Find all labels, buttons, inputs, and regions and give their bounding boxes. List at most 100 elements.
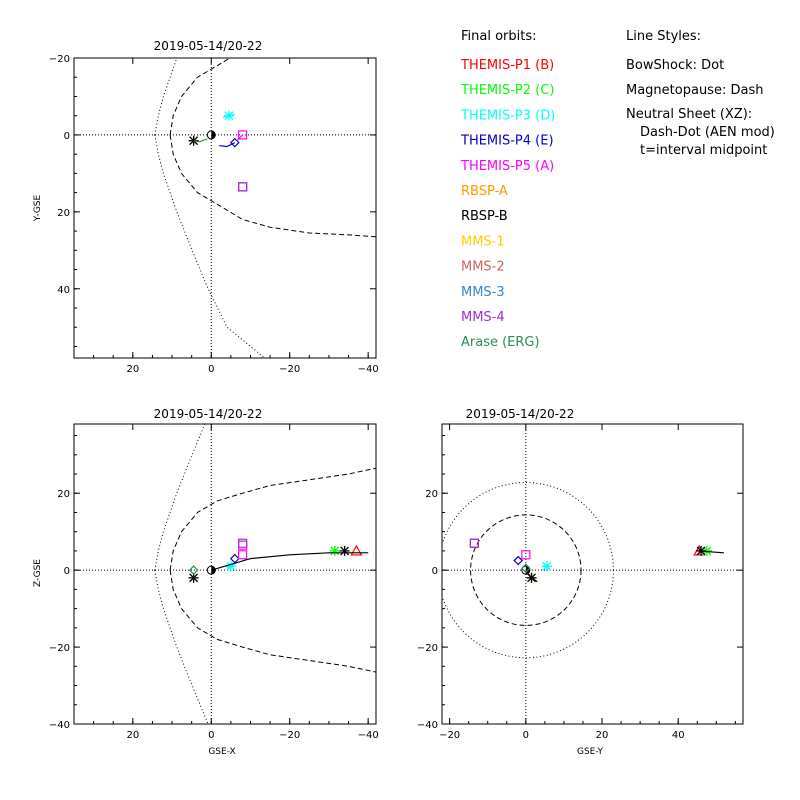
x-tick-label: −20	[439, 730, 460, 741]
y-tick-label: −20	[49, 643, 70, 654]
y-tick-label: 0	[64, 566, 70, 577]
x-tick-label: 20	[126, 364, 139, 375]
marker-mms-4	[238, 182, 248, 192]
line-style-item: BowShock: Dot	[626, 58, 724, 73]
y-tick-label: 40	[57, 285, 70, 296]
y-tick-label: −40	[49, 720, 70, 731]
y-tick-label: 0	[432, 566, 438, 577]
bowshock-curve	[154, 134, 266, 358]
marker-themis-p1-b	[350, 544, 363, 556]
track-extra	[697, 550, 724, 554]
x-tick-label: −40	[358, 364, 379, 375]
marker-arase-erg	[520, 563, 531, 574]
marker-themis-p4-e	[229, 553, 240, 564]
y-tick-label: 20	[57, 208, 70, 219]
plot-area	[74, 424, 376, 724]
marker-mms-4	[469, 538, 479, 548]
marker-themis-p3-d-stroke	[224, 111, 234, 121]
panel-xz-ylabel: Z-GSE	[33, 559, 43, 587]
plot-frame	[441, 423, 744, 725]
marker-themis-p5-a	[238, 550, 248, 560]
y-tick-label: −20	[49, 54, 70, 65]
marker-rbsp-b	[339, 545, 350, 556]
plot-frame	[73, 57, 377, 359]
panel-xz-xlabel: GSE-X	[208, 747, 235, 757]
marker-themis-p5-a	[521, 550, 531, 560]
legend-item: THEMIS-P3 (D)	[460, 108, 555, 123]
marker-themis-p5-a	[238, 540, 248, 550]
panel-xy-ylabel: Y-GSE	[33, 195, 43, 223]
panel-yz-xlabel: GSE-Y	[577, 747, 604, 757]
legend-item: THEMIS-P4 (E)	[460, 134, 554, 149]
legend-item: RBSP-A	[461, 184, 508, 199]
marker-themis-p3-d-stroke	[542, 561, 552, 571]
marker-themis-p4-e	[229, 137, 240, 148]
line-style-item: Dash-Dot (AEN mod)	[640, 125, 775, 140]
marker-themis-p2-c	[329, 545, 340, 556]
legend-item: Arase (ERG)	[461, 335, 540, 350]
marker-themis-p3-d	[541, 561, 552, 572]
x-tick-label: 0	[208, 730, 214, 741]
line-style-item: t=interval midpoint	[640, 143, 767, 158]
y-tick-label: −40	[417, 720, 438, 731]
marker-rbsp-b	[526, 572, 537, 583]
legend: Final orbits: THEMIS-P1 (B) THEMIS-P2 (C)…	[460, 29, 555, 350]
x-tick-label: −20	[279, 730, 300, 741]
marker-themis-p5-a	[238, 182, 248, 192]
panel-xz: 2019-05-14/20-22 Z-GSE GSE-X 20 0 −20 −40 −4…	[33, 407, 379, 757]
magnetopause-circle	[470, 514, 582, 626]
marker-arase-erg	[188, 565, 199, 576]
plot-area	[74, 58, 376, 358]
legend-item: RBSP-B	[461, 209, 508, 224]
plot-frame	[73, 423, 377, 725]
line-styles-legend: Line Styles: BowShock: Dot Magnetopause: …	[626, 29, 775, 158]
legend-item: MMS-3	[461, 285, 505, 300]
y-tick-label: 20	[57, 489, 70, 500]
legend-item: THEMIS-P2 (C)	[460, 83, 554, 98]
legend-item: THEMIS-P5 (A)	[460, 159, 554, 174]
track-themis-p5-a	[236, 134, 244, 142]
magnetopause-curve	[169, 570, 376, 673]
x-tick-label: 0	[523, 730, 529, 741]
marker-themis-p2-c-stroke	[330, 546, 340, 556]
marker-rbsp-b-stroke	[527, 573, 536, 583]
bowshock-circle	[442, 482, 614, 659]
legend-title: Final orbits:	[461, 29, 537, 44]
panel-yz-title: 2019-05-14/20-22	[466, 407, 575, 421]
plot-area	[442, 424, 743, 724]
bowshock-curve	[154, 424, 206, 571]
line-style-item: Neutral Sheet (XZ):	[626, 107, 752, 122]
marker-rbsp-b-stroke	[189, 573, 199, 583]
y-tick-label: −20	[417, 643, 438, 654]
magnetopause-curve	[169, 467, 376, 571]
x-tick-label: 20	[596, 730, 609, 741]
track-arase-erg	[193, 138, 208, 143]
marker-themis-p5-a	[238, 130, 248, 140]
earth-night-side	[211, 130, 216, 139]
x-tick-label: −20	[279, 364, 300, 375]
panel-xy-title: 2019-05-14/20-22	[154, 39, 263, 53]
marker-rbsp-b-stroke	[340, 546, 350, 556]
panel-xz-title: 2019-05-14/20-22	[154, 407, 263, 421]
legend-item: MMS-4	[461, 310, 505, 325]
line-style-item: Magnetopause: Dash	[626, 83, 763, 98]
x-tick-label: −40	[358, 730, 379, 741]
legend-item: MMS-1	[461, 234, 505, 249]
magnetopause-curve	[169, 134, 376, 238]
x-tick-label: 0	[208, 364, 214, 375]
x-tick-label: 20	[126, 730, 139, 741]
y-tick-label: 20	[425, 489, 438, 500]
marker-themis-p4-e	[513, 555, 524, 566]
x-tick-label: 40	[672, 730, 685, 741]
marker-mms-4	[238, 538, 248, 548]
bowshock-curve	[154, 570, 209, 724]
bowshock-curve	[154, 58, 178, 135]
legend-item: THEMIS-P1 (B)	[460, 58, 554, 73]
line-styles-title: Line Styles:	[626, 29, 701, 44]
legend-item: MMS-2	[461, 260, 505, 275]
panel-xy: 2019-05-14/20-22 Y-GSE 20 0 −20 −40 −20 0 20 40	[33, 39, 379, 375]
marker-themis-p3-d	[223, 110, 234, 121]
y-tick-label: 0	[64, 131, 70, 142]
